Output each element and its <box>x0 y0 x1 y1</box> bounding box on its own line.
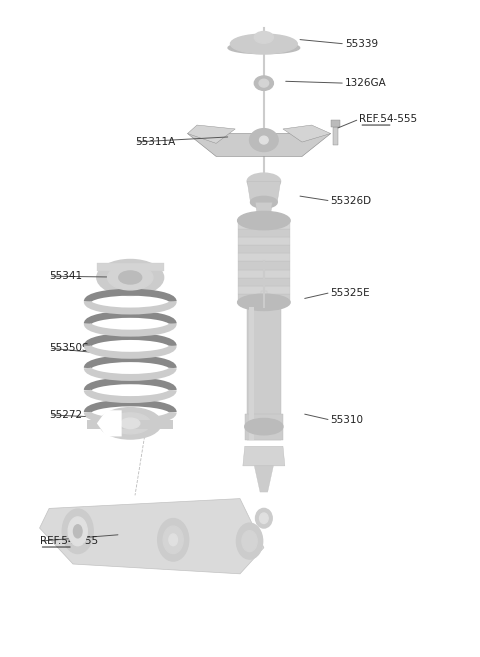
Ellipse shape <box>99 407 161 439</box>
Ellipse shape <box>254 32 274 43</box>
Ellipse shape <box>97 260 164 296</box>
Polygon shape <box>255 202 273 214</box>
Ellipse shape <box>120 418 140 428</box>
Ellipse shape <box>238 212 290 230</box>
FancyBboxPatch shape <box>238 286 290 294</box>
Ellipse shape <box>254 76 274 91</box>
Ellipse shape <box>260 513 268 524</box>
Ellipse shape <box>108 265 153 290</box>
Ellipse shape <box>250 129 278 152</box>
Ellipse shape <box>238 294 290 311</box>
FancyBboxPatch shape <box>238 245 290 253</box>
Polygon shape <box>97 263 164 271</box>
Ellipse shape <box>119 271 142 284</box>
Ellipse shape <box>237 523 263 559</box>
FancyBboxPatch shape <box>238 294 290 302</box>
FancyBboxPatch shape <box>261 290 267 310</box>
Polygon shape <box>97 410 121 436</box>
Polygon shape <box>283 125 331 142</box>
FancyBboxPatch shape <box>247 307 281 440</box>
Polygon shape <box>87 420 173 428</box>
Text: 55311A: 55311A <box>135 137 175 147</box>
Ellipse shape <box>228 42 300 54</box>
Text: 55350S: 55350S <box>49 343 89 353</box>
Polygon shape <box>39 499 264 574</box>
FancyBboxPatch shape <box>238 278 290 286</box>
Ellipse shape <box>68 517 87 546</box>
Polygon shape <box>188 133 331 156</box>
Text: 55341: 55341 <box>49 271 82 281</box>
Ellipse shape <box>73 525 82 538</box>
Polygon shape <box>247 181 281 202</box>
Text: 55310: 55310 <box>331 415 364 425</box>
FancyBboxPatch shape <box>333 127 338 145</box>
Text: REF.54-555: REF.54-555 <box>39 536 98 546</box>
FancyBboxPatch shape <box>238 221 290 229</box>
Ellipse shape <box>260 136 268 144</box>
Ellipse shape <box>169 534 178 546</box>
FancyBboxPatch shape <box>238 261 290 269</box>
FancyBboxPatch shape <box>238 237 290 245</box>
Polygon shape <box>188 125 235 143</box>
Text: REF.54-555: REF.54-555 <box>360 114 418 124</box>
Ellipse shape <box>157 518 189 561</box>
FancyBboxPatch shape <box>238 269 290 278</box>
Polygon shape <box>243 446 285 466</box>
Ellipse shape <box>259 79 269 87</box>
Polygon shape <box>254 466 274 492</box>
Text: 55326D: 55326D <box>331 196 372 206</box>
Ellipse shape <box>230 34 297 54</box>
Text: 55272: 55272 <box>49 410 82 420</box>
FancyBboxPatch shape <box>249 307 254 440</box>
FancyBboxPatch shape <box>331 120 340 127</box>
Text: 55339: 55339 <box>345 39 378 49</box>
Ellipse shape <box>163 526 183 554</box>
Ellipse shape <box>255 509 272 528</box>
Text: 1326GA: 1326GA <box>345 78 387 88</box>
FancyBboxPatch shape <box>238 253 290 261</box>
Ellipse shape <box>62 509 93 554</box>
Text: 55325E: 55325E <box>331 288 370 298</box>
Ellipse shape <box>245 419 283 435</box>
FancyBboxPatch shape <box>245 413 283 440</box>
Ellipse shape <box>251 196 277 208</box>
FancyBboxPatch shape <box>238 229 290 237</box>
Ellipse shape <box>242 531 257 552</box>
Ellipse shape <box>247 173 281 189</box>
Ellipse shape <box>110 413 151 434</box>
